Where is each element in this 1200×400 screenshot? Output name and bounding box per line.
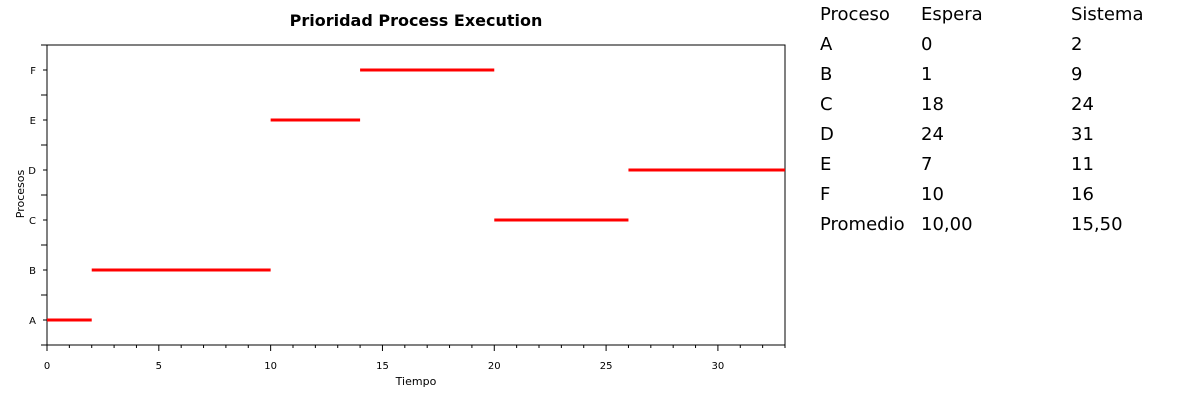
x-tick-label: 5 <box>156 361 162 372</box>
gantt-chart: Prioridad Process Execution 0 5 10 15 20 25 30… <box>14 11 786 388</box>
chart-title: Prioridad Process Execution <box>290 11 543 30</box>
y-tick-label: C <box>29 216 36 227</box>
table-cell: 24 <box>921 124 944 145</box>
table-row-average: Promedio 10,00 15,50 <box>813 210 1161 240</box>
column-header-espera: Espera <box>921 4 983 25</box>
y-tick-label: E <box>30 116 36 127</box>
table-cell: 31 <box>1071 124 1094 145</box>
table-cell: 7 <box>921 154 933 175</box>
y-tick-label: A <box>29 316 36 327</box>
table-cell: 0 <box>921 34 933 55</box>
table-cell: 15,50 <box>1071 214 1123 235</box>
x-axis: 0 5 10 15 20 25 30 <box>44 345 786 372</box>
table-cell: E <box>820 154 832 175</box>
y-tick-label: B <box>29 266 36 277</box>
y-axis: A B C D E F <box>28 44 47 346</box>
x-tick-label: 10 <box>264 361 277 372</box>
table-row: E 7 11 <box>813 150 1161 180</box>
table-cell: 11 <box>1071 154 1094 175</box>
y-tick-label: D <box>28 166 36 177</box>
table-row: C 18 24 <box>813 90 1161 120</box>
table-cell: Promedio <box>820 214 905 235</box>
x-tick-label: 30 <box>712 361 725 372</box>
x-tick-label: 15 <box>376 361 389 372</box>
table-cell: 18 <box>921 94 944 115</box>
x-tick-label: 0 <box>44 361 50 372</box>
table-cell: 10,00 <box>921 214 973 235</box>
table-cell: 2 <box>1071 34 1083 55</box>
y-tick-label: F <box>30 66 36 77</box>
bar-group <box>47 68 785 322</box>
table-row: D 24 31 <box>813 120 1161 150</box>
table-cell: D <box>820 124 834 145</box>
results-table: Proceso Espera Sistema A 0 2 B 1 9 C 18 … <box>813 0 1161 240</box>
table-cell: 1 <box>921 64 933 85</box>
table-cell: B <box>820 64 833 85</box>
table-cell: C <box>820 94 833 115</box>
y-axis-label: Procesos <box>14 170 27 219</box>
table-header-row: Proceso Espera Sistema <box>813 0 1161 30</box>
table-cell: F <box>820 184 831 205</box>
table-row: F 10 16 <box>813 180 1161 210</box>
table-cell: 16 <box>1071 184 1094 205</box>
table-row: A 0 2 <box>813 30 1161 60</box>
table-row: B 1 9 <box>813 60 1161 90</box>
plot-area <box>46 44 786 346</box>
table-cell: A <box>820 34 833 55</box>
table-cell: 9 <box>1071 64 1083 85</box>
column-header-sistema: Sistema <box>1071 4 1144 25</box>
column-header-proceso: Proceso <box>820 4 890 25</box>
table-cell: 24 <box>1071 94 1094 115</box>
plot-frame <box>46 44 786 346</box>
table-cell: 10 <box>921 184 944 205</box>
x-axis-label: Tiempo <box>395 375 437 388</box>
x-tick-label: 20 <box>488 361 501 372</box>
x-tick-label: 25 <box>600 361 613 372</box>
